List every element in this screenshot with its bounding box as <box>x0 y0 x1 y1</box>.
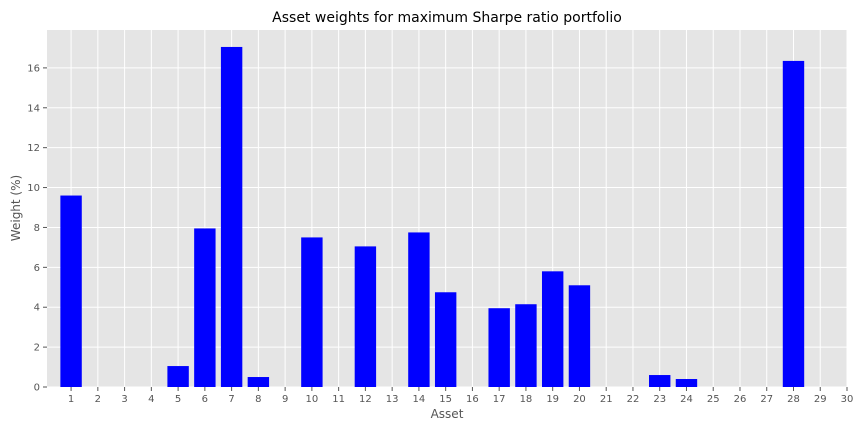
y-tick-labels: 0 2 4 6 8 10 12 14 16 <box>27 63 47 394</box>
x-tick-label: 23 <box>653 394 666 405</box>
y-tick-label: 16 <box>27 63 40 74</box>
x-tick-label: 13 <box>386 394 399 405</box>
y-tick-label: 0 <box>34 383 40 394</box>
x-tick-label: 10 <box>306 394 319 405</box>
bar-asset-20 <box>568 285 591 387</box>
x-tick-label: 21 <box>600 394 613 405</box>
x-tick-label: 29 <box>814 394 827 405</box>
x-tick-label: 16 <box>466 394 479 405</box>
x-tick-label: 12 <box>359 394 372 405</box>
chart-title: Asset weights for maximum Sharpe ratio p… <box>272 10 622 26</box>
x-tick-label: 5 <box>175 394 181 405</box>
x-tick-label: 7 <box>228 394 234 405</box>
x-tick-label: 25 <box>707 394 720 405</box>
x-tick-label: 14 <box>413 394 426 405</box>
x-tick-label: 20 <box>573 394 586 405</box>
y-tick-label: 4 <box>34 303 40 314</box>
bar-asset-23 <box>649 375 671 387</box>
bar-asset-7 <box>220 46 243 387</box>
y-tick-label: 14 <box>27 103 40 114</box>
x-tick-label: 2 <box>95 394 101 405</box>
x-tick-label: 17 <box>493 394 506 405</box>
x-tick-label: 18 <box>520 394 533 405</box>
bar-asset-5 <box>167 366 189 387</box>
x-tick-label: 15 <box>439 394 452 405</box>
bar-asset-1 <box>60 195 82 387</box>
x-tick-label: 8 <box>255 394 261 405</box>
bar-asset-12 <box>354 246 377 387</box>
bar-asset-10 <box>301 237 323 387</box>
x-axis-label: Asset <box>431 407 464 421</box>
y-axis-label: Weight (%) <box>9 175 23 241</box>
bar-asset-28 <box>782 60 805 388</box>
x-tick-label: 9 <box>282 394 288 405</box>
x-tick-label: 11 <box>332 394 345 405</box>
x-tick-label: 30 <box>841 394 854 405</box>
y-tick-label: 12 <box>27 143 40 154</box>
x-tick-label: 24 <box>680 394 693 405</box>
x-tick-labels: 1 2 3 4 5 6 7 8 9 10 11 12 13 14 15 16 17 18 19 20 21 22 23 24 2… <box>68 387 853 405</box>
bar-asset-8 <box>247 377 270 387</box>
bar-asset-18 <box>515 304 537 387</box>
bar-asset-6 <box>194 228 216 387</box>
bar-asset-15 <box>434 292 457 387</box>
x-tick-label: 3 <box>121 394 127 405</box>
x-tick-label: 28 <box>787 394 800 405</box>
x-tick-label: 26 <box>734 394 747 405</box>
bar-asset-24 <box>675 379 698 387</box>
y-tick-label: 10 <box>27 183 40 194</box>
bars <box>60 46 805 388</box>
bar-asset-14 <box>408 232 430 387</box>
x-tick-label: 4 <box>148 394 154 405</box>
y-tick-label: 2 <box>34 343 40 354</box>
x-tick-label: 6 <box>202 394 208 405</box>
x-tick-label: 27 <box>760 394 773 405</box>
y-tick-label: 8 <box>34 223 40 234</box>
x-tick-label: 1 <box>68 394 74 405</box>
x-tick-label: 22 <box>627 394 640 405</box>
bar-asset-19 <box>541 271 564 387</box>
bar-asset-17 <box>488 308 510 387</box>
x-tick-label: 19 <box>546 394 559 405</box>
y-tick-label: 6 <box>34 263 40 274</box>
